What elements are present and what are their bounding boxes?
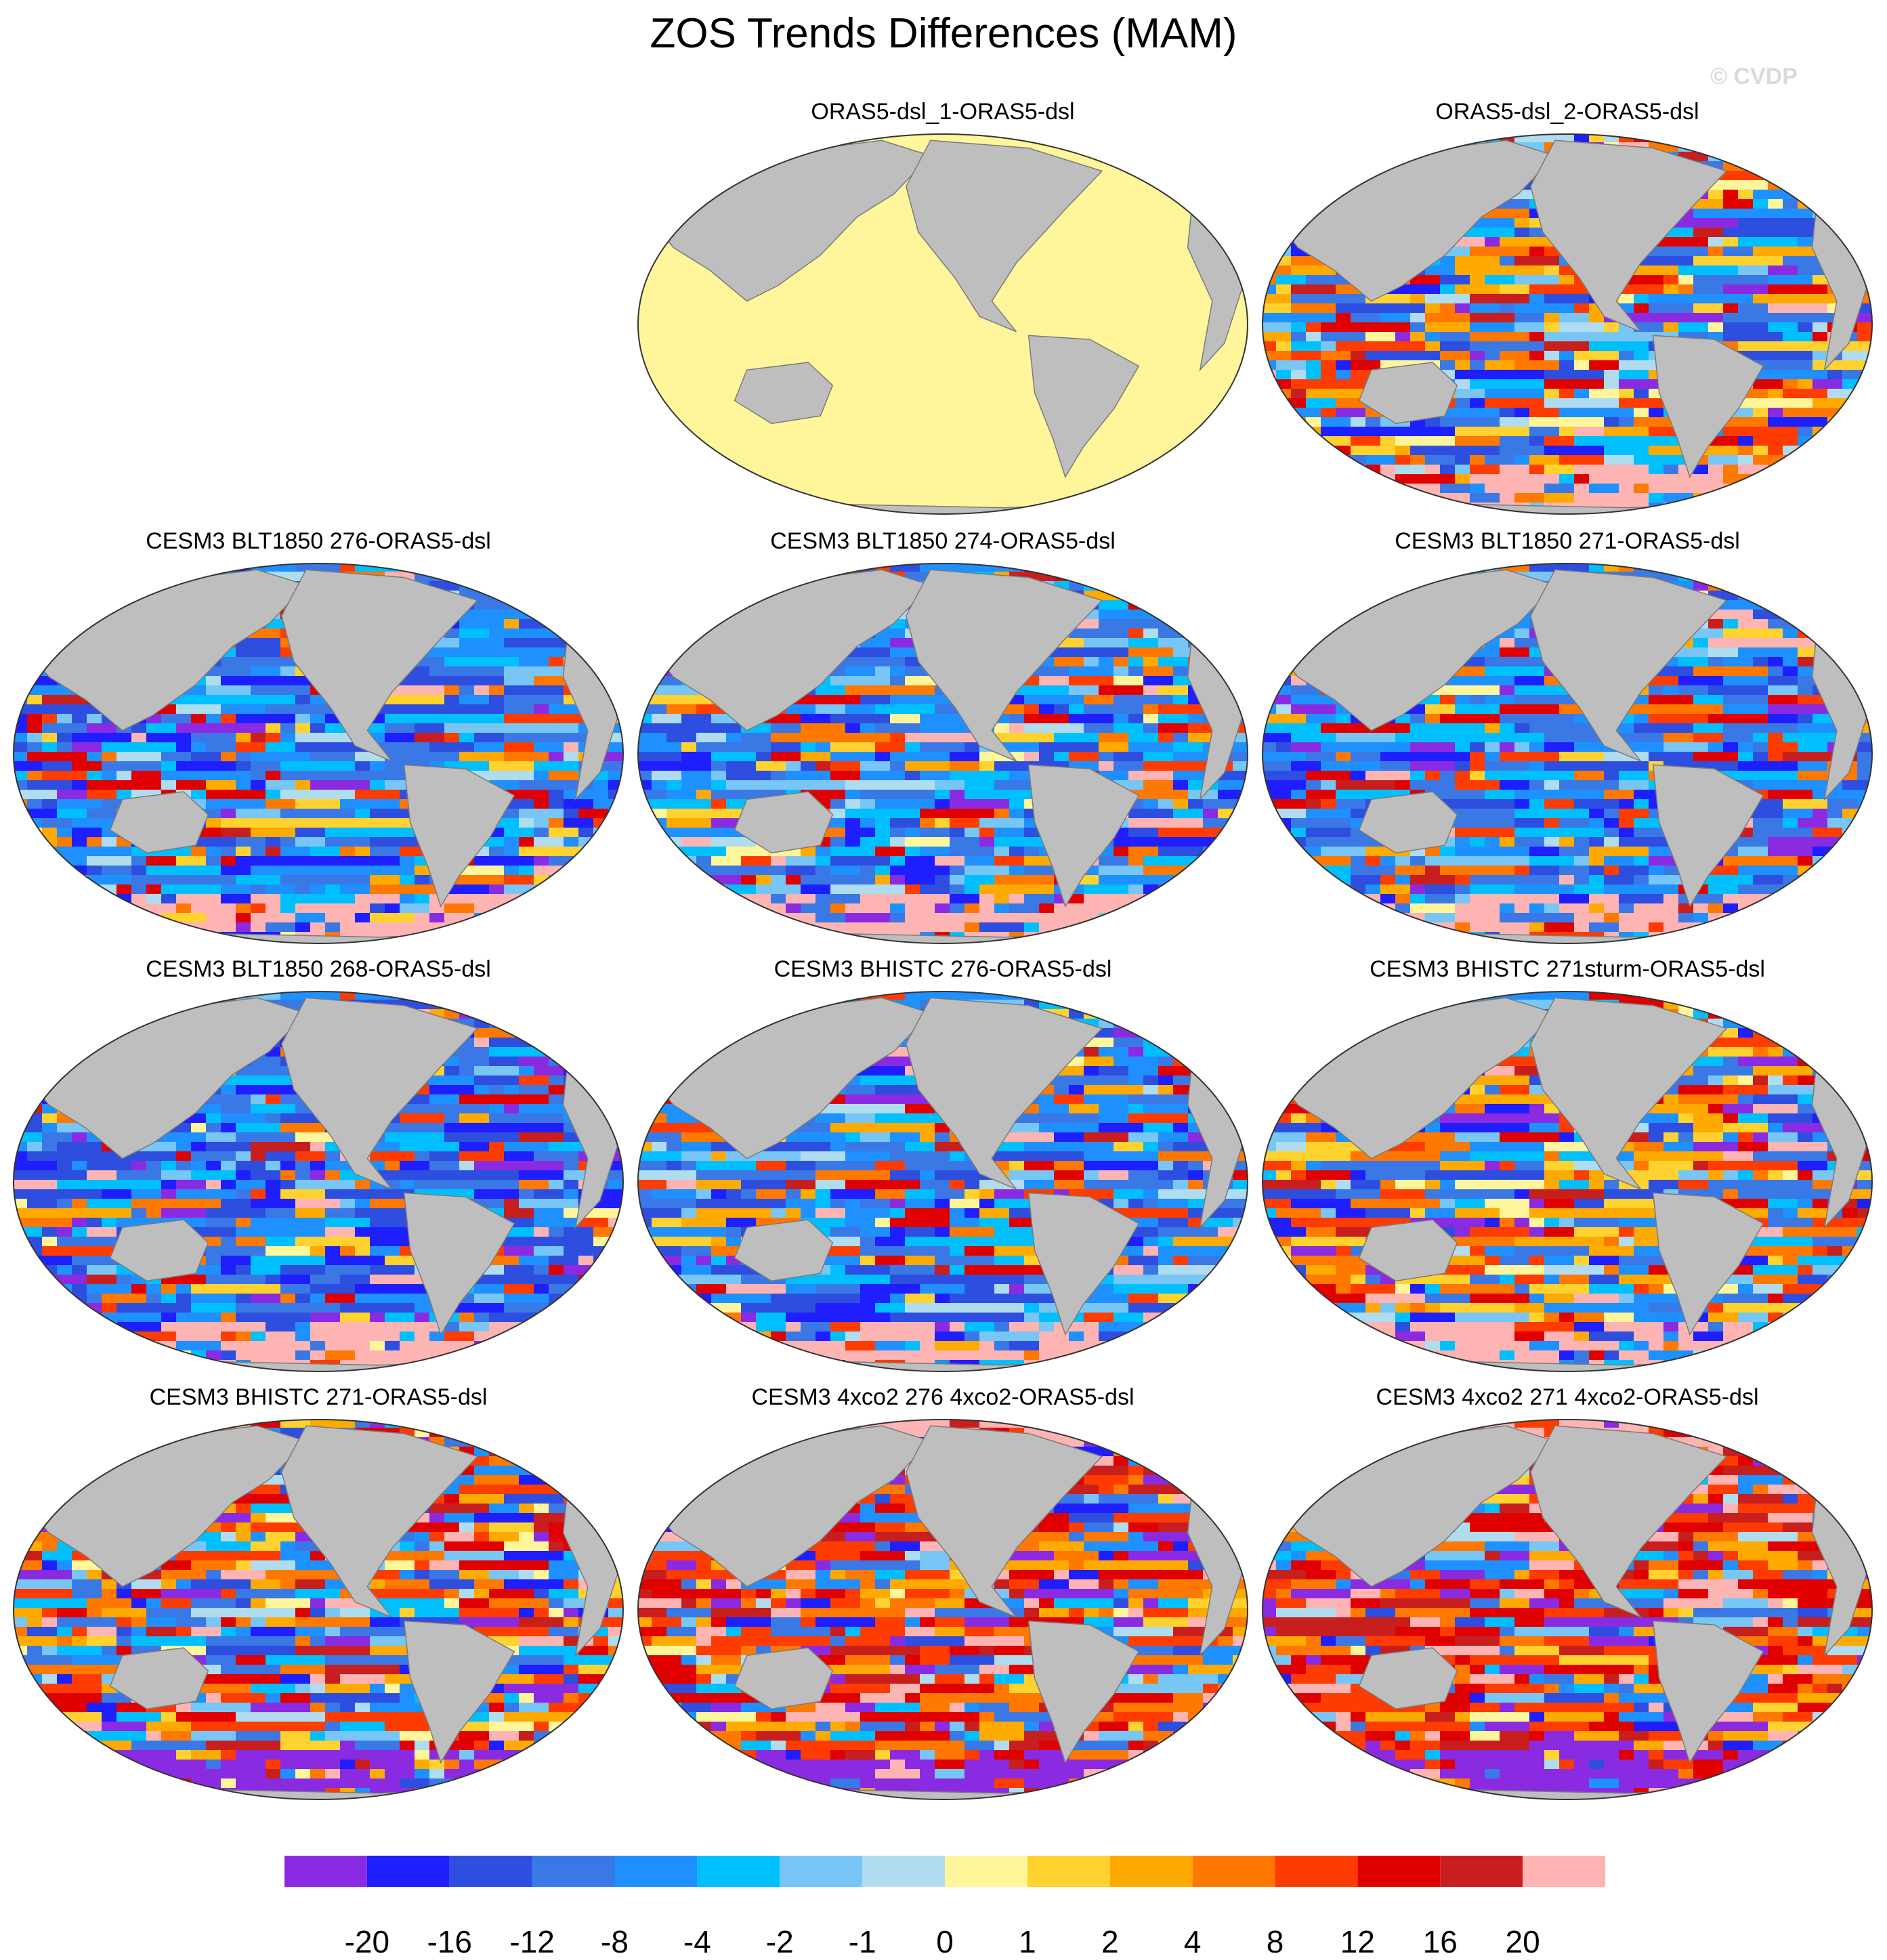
colorbar-box (450, 1856, 532, 1887)
world-map (1261, 1418, 1873, 1801)
panel-title: CESM3 BLT1850 276-ORAS5-dsl (7, 528, 630, 555)
colorbar-tick-label: 1 (987, 1923, 1068, 1960)
colorbar-tick-label: 20 (1482, 1923, 1563, 1960)
panel-title: CESM3 BLT1850 274-ORAS5-dsl (631, 528, 1254, 555)
colorbar-box (1275, 1856, 1358, 1887)
colorbar-tick-label: -20 (326, 1923, 408, 1960)
colorbar-box (697, 1856, 780, 1887)
colorbar-box (780, 1856, 862, 1887)
world-map (1261, 133, 1873, 515)
colorbar-tick-label: -4 (656, 1923, 738, 1960)
colorbar-box (532, 1856, 615, 1887)
colorbar-tick-label: -8 (574, 1923, 656, 1960)
colorbar-tick-label: 4 (1152, 1923, 1233, 1960)
colorbar-box (862, 1856, 945, 1887)
colorbar-tick-label: 12 (1317, 1923, 1398, 1960)
panel-title: ORAS5-dsl_2-ORAS5-dsl (1256, 99, 1879, 125)
panel-title: CESM3 BHISTC 276-ORAS5-dsl (631, 956, 1254, 983)
world-map (12, 1418, 624, 1801)
colorbar-box (1193, 1856, 1275, 1887)
colorbar-tick-label: -16 (409, 1923, 490, 1960)
colorbar-tick-label: -1 (822, 1923, 903, 1960)
colorbar-box (1440, 1856, 1523, 1887)
colorbar-box (1357, 1856, 1440, 1887)
colorbar-box (945, 1856, 1027, 1887)
colorbar (284, 1856, 1605, 1888)
world-map (1261, 990, 1873, 1373)
world-map (637, 1418, 1249, 1801)
panel-title: CESM3 BLT1850 268-ORAS5-dsl (7, 956, 630, 983)
colorbar-tick-label: 8 (1235, 1923, 1316, 1960)
panel-title: CESM3 BHISTC 271-ORAS5-dsl (7, 1384, 630, 1411)
panel-title: CESM3 4xco2 276 4xco2-ORAS5-dsl (631, 1384, 1254, 1411)
colorbar-box (1027, 1856, 1110, 1887)
panel-title: CESM3 4xco2 271 4xco2-ORAS5-dsl (1256, 1384, 1879, 1411)
panel-title: CESM3 BLT1850 271-ORAS5-dsl (1256, 528, 1879, 555)
colorbar-box (284, 1856, 367, 1887)
world-map (637, 990, 1249, 1373)
colorbar-box (615, 1856, 698, 1887)
watermark: © CVDP (1710, 64, 1798, 90)
colorbar-tick-label: 2 (1069, 1923, 1151, 1960)
colorbar-box (1110, 1856, 1193, 1887)
colorbar-tick-label: -2 (739, 1923, 820, 1960)
panel-title: ORAS5-dsl_1-ORAS5-dsl (631, 99, 1254, 125)
colorbar-tick-label: -12 (492, 1923, 573, 1960)
colorbar-box (1523, 1856, 1605, 1887)
colorbar-tick-label: 16 (1399, 1923, 1481, 1960)
colorbar-tick-label: 0 (904, 1923, 985, 1960)
world-map (12, 990, 624, 1373)
world-map (1261, 562, 1873, 945)
figure-title: ZOS Trends Differences (MAM) (0, 9, 1887, 58)
world-map (637, 562, 1249, 945)
world-map (12, 562, 624, 945)
world-map (637, 133, 1249, 515)
panel-title: CESM3 BHISTC 271sturm-ORAS5-dsl (1256, 956, 1879, 983)
colorbar-box (367, 1856, 450, 1887)
